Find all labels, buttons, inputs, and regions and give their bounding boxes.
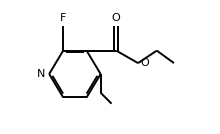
Text: O: O — [140, 58, 149, 68]
Text: N: N — [37, 69, 45, 79]
Text: O: O — [112, 13, 121, 23]
Text: F: F — [60, 13, 66, 23]
